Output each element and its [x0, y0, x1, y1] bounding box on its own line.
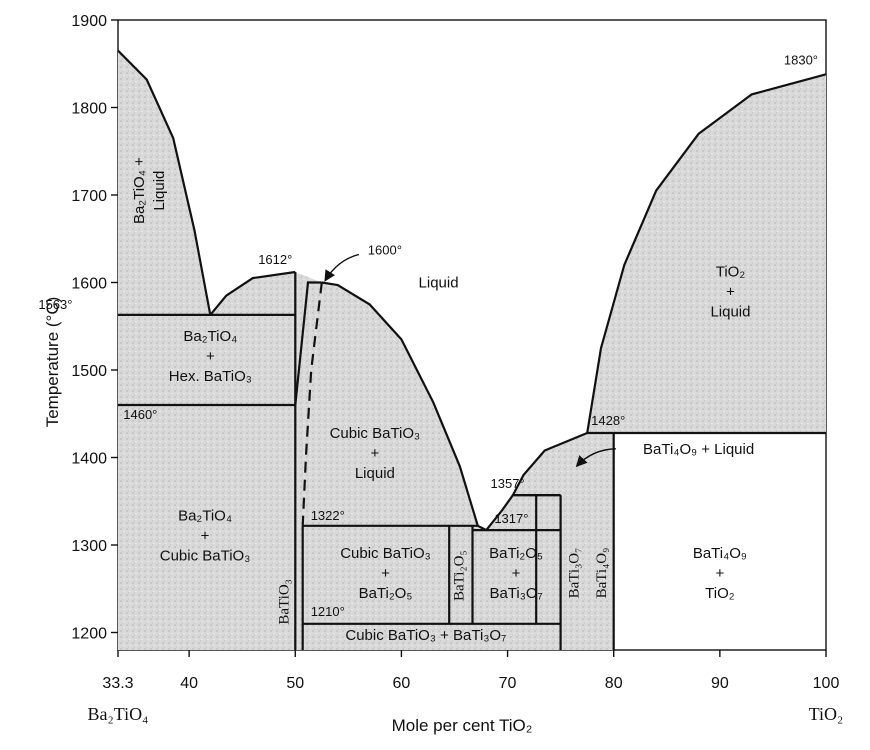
region-bati2o5-bati3o7: BaTi₂O₅ + BaTi₃O₇: [489, 545, 543, 602]
liquidus-batio3-left: [209, 270, 296, 316]
x-tick-label: 40: [180, 675, 198, 692]
x-tick-label: 80: [605, 675, 623, 692]
region-label-line: Cubic BaTiO₃: [340, 545, 431, 562]
region-label-line: TiO₂: [705, 585, 735, 602]
temp-1612: 1612°: [258, 252, 292, 267]
temp-1460: 1460°: [123, 407, 157, 422]
arrow-1600: [324, 253, 360, 282]
region-label-line: +: [206, 348, 215, 365]
x-tick-label: 50: [286, 675, 304, 692]
y-axis: 1200 1300 1400 1500 1600 1700 1800 1900: [71, 13, 118, 643]
y-tick-label: 1500: [71, 363, 107, 380]
region-label-line: BaTi₄O₉: [693, 545, 747, 562]
label-bati2o5: BaTi₂O₅: [452, 550, 468, 601]
temp-1428: 1428°: [591, 413, 625, 428]
liquidus-cubic: [321, 281, 479, 527]
region-label-line: TiO₂: [716, 263, 746, 280]
region-label-line: Cubic BaTiO₃ + BaTi₃O₇: [345, 627, 506, 644]
x-tick-label: 100: [813, 675, 840, 692]
temp-1600: 1600°: [368, 243, 402, 258]
region-label-line: +: [512, 565, 521, 582]
region-label-line: Liquid: [151, 171, 168, 211]
region-label-line: +: [381, 565, 390, 582]
y-tick-label: 1200: [71, 626, 107, 643]
region-ba2tio4-hex: Ba₂TiO₄ + Hex. BaTiO₃: [169, 328, 252, 385]
region-bati4o9-tio2: BaTi₄O₉ + TiO₂: [693, 545, 747, 602]
x-axis-title: Mole per cent TiO₂: [392, 716, 533, 735]
label-batio3: BaTiO₃: [277, 579, 293, 625]
phase-boundaries: [117, 49, 827, 650]
x-tick-label: 33.3: [102, 675, 133, 692]
temperature-labels: 1612° 1600° 1563° 1460° 1428° 1357° 1322° 1317°…: [38, 52, 818, 619]
region-ba2tio4-liquid: Ba₂TiO₄ + Liquid: [131, 157, 168, 224]
y-tick-label: 1800: [71, 101, 107, 118]
right-end-compound: TiO₂: [809, 704, 844, 724]
region-label-line: BaTi₄O₉ + Liquid: [643, 441, 754, 458]
region-label-line: +: [715, 565, 724, 582]
region-tio2-liquid: TiO₂ + Liquid: [710, 263, 750, 320]
region-label-line: Ba₂TiO₄: [178, 507, 232, 524]
liquidus-tio2: [586, 73, 827, 434]
region-liquid: Liquid: [419, 275, 459, 292]
y-tick-label: 1400: [71, 451, 107, 468]
temp-1317: 1317°: [494, 511, 528, 526]
region-label-line: Liquid: [419, 275, 459, 292]
label-bati4o9: BaTi₄O₉: [594, 548, 610, 599]
region-label-line: BaTi₃O₇: [489, 585, 542, 602]
region-label-line: Hex. BaTiO₃: [169, 368, 252, 385]
y-axis-title: Temperature (°C): [43, 297, 62, 428]
shaded-tio2-region: [587, 74, 826, 434]
batio3-hex-boundary: [294, 281, 322, 406]
region-ba2tio4-cubic: Ba₂TiO₄ + Cubic BaTiO₃: [160, 507, 251, 564]
region-label-line: Ba₂TiO₄: [183, 328, 237, 345]
temp-1830: 1830°: [784, 52, 818, 67]
y-tick-label: 1700: [71, 188, 107, 205]
x-axis: 33.3 40 50 60 70 80 90 100: [102, 650, 839, 692]
arrows: [324, 253, 616, 468]
region-cubic-liquid: Cubic BaTiO₃ + Liquid: [330, 425, 421, 482]
arrow-bati4o9-liquid: [575, 448, 616, 468]
region-label-line: Cubic BaTiO₃: [330, 425, 421, 442]
temp-1210: 1210°: [311, 604, 345, 619]
region-label-line: +: [370, 445, 379, 462]
x-tick-label: 60: [393, 675, 411, 692]
region-bati4o9-liquid: BaTi₄O₉ + Liquid: [643, 441, 754, 458]
region-label-line: Ba₂TiO₄ +: [131, 157, 148, 224]
x-tick-label: 90: [711, 675, 729, 692]
liquidus-bati4o9: [511, 431, 588, 496]
region-label-line: BaTi₂O₅: [359, 585, 413, 602]
region-label-line: +: [201, 527, 210, 544]
liquidus-ba2tio4: [117, 49, 212, 316]
region-label-line: Liquid: [710, 303, 750, 320]
region-cubic-bati2o5: Cubic BaTiO₃ + BaTi₂O₅: [340, 545, 431, 602]
region-label-line: Liquid: [355, 465, 395, 482]
temp-1563: 1563°: [38, 297, 72, 312]
region-label-line: +: [726, 283, 735, 300]
temp-1357: 1357°: [491, 476, 525, 491]
region-cubic-bati3o7: Cubic BaTiO₃ + BaTi₃O₇: [345, 627, 506, 644]
label-bati3o7: BaTi₃O₇: [566, 548, 582, 599]
y-tick-label: 1600: [71, 276, 107, 293]
region-label-line: BaTi₂O₅: [489, 545, 543, 562]
left-end-compound: Ba₂TiO₄: [88, 704, 149, 724]
batio3-solvus-dashed: [301, 282, 323, 526]
region-label-line: Cubic BaTiO₃: [160, 547, 251, 564]
vertical-labels: BaTiO₃ BaTi₂O₅ BaTi₃O₇ BaTi₄O₉: [277, 548, 610, 625]
x-tick-label: 70: [499, 675, 517, 692]
temp-1322: 1322°: [311, 508, 345, 523]
y-tick-label: 1300: [71, 538, 107, 555]
shaded-solid-region: [118, 50, 614, 651]
y-tick-label: 1900: [71, 13, 107, 30]
